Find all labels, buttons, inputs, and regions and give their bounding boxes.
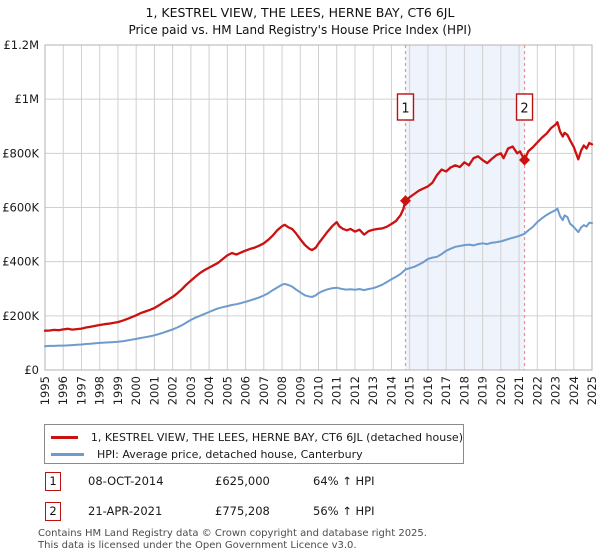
x-axis-tick-label: 1996 <box>56 376 70 405</box>
x-axis-tick-label: 2015 <box>403 376 417 405</box>
legend-row-hpi: HPI: Average price, detached house, Cant… <box>51 446 463 463</box>
footer-line-2: This data is licensed under the Open Gov… <box>38 539 357 551</box>
x-axis-tick-label: 2007 <box>257 376 271 405</box>
x-axis-tick-label: 2023 <box>549 376 563 405</box>
x-axis-tick-label: 2009 <box>293 376 307 405</box>
transaction-1-price: £625,000 <box>215 474 270 488</box>
x-axis-tick-label: 2016 <box>421 376 435 405</box>
x-axis-tick-label: 2004 <box>202 376 216 405</box>
x-axis-tick-label: 2018 <box>457 376 471 405</box>
copyright-footer: Contains HM Land Registry data © Crown c… <box>38 528 427 551</box>
y-axis-tick-label: £200K <box>2 309 39 323</box>
sale-badge-label: 1 <box>401 102 409 117</box>
x-axis-tick-label: 2022 <box>530 376 544 405</box>
sale-badge-label: 2 <box>520 102 528 117</box>
x-axis-tick-label: 2020 <box>494 376 508 405</box>
transaction-1-date: 08-OCT-2014 <box>88 474 164 488</box>
transaction-1-hpi-change: 64% ↑ HPI <box>313 474 375 488</box>
transaction-row-2: 2 21-APR-2021 £775,208 56% ↑ HPI <box>45 502 585 524</box>
legend-row-property: 1, KESTREL VIEW, THE LEES, HERNE BAY, CT… <box>51 429 463 446</box>
x-axis-tick-label: 2000 <box>129 376 143 405</box>
plot-frame <box>44 44 593 371</box>
x-axis-tick-label: 1997 <box>74 376 88 405</box>
page-title: 1, KESTREL VIEW, THE LEES, HERNE BAY, CT… <box>145 5 455 20</box>
transaction-2-date: 21-APR-2021 <box>88 504 163 518</box>
property-line-swatch <box>51 436 78 439</box>
legend: 1, KESTREL VIEW, THE LEES, HERNE BAY, CT… <box>44 424 464 464</box>
x-axis-tick-label: 2001 <box>147 376 161 405</box>
price-chart: 1 2 £0 £200K £400K £600K £800K £1M £1.2M 1995 1996… <box>2 40 599 405</box>
sale-marker-diamond <box>519 154 531 166</box>
transaction-2-badge: 2 <box>45 502 61 521</box>
x-axis-tick-label: 2014 <box>384 376 398 405</box>
y-axis-tick-label: £600K <box>2 201 39 215</box>
legend-label-hpi: HPI: Average price, detached house, Cant… <box>97 448 363 461</box>
hpi-line-swatch <box>51 453 84 456</box>
x-axis-tick-label: 2024 <box>567 376 581 405</box>
page-subtitle: Price paid vs. HM Land Registry's House … <box>128 23 472 37</box>
y-axis-tick-label: £0 <box>24 363 39 377</box>
x-axis-tick-label: 2002 <box>166 376 180 405</box>
x-axis-tick-label: 1995 <box>38 376 52 405</box>
transaction-1-badge: 1 <box>45 472 61 491</box>
transaction-2-hpi-change: 56% ↑ HPI <box>313 504 375 518</box>
x-axis-tick-label: 1999 <box>111 376 125 405</box>
transaction-row-1: 1 08-OCT-2014 £625,000 64% ↑ HPI <box>45 472 585 494</box>
y-axis-tick-label: £400K <box>2 255 39 269</box>
y-axis-tick-label: £800K <box>2 146 39 160</box>
sale-badge-box <box>396 93 415 121</box>
x-axis-tick-label: 2003 <box>184 376 198 405</box>
x-axis-tick-label: 1998 <box>93 376 107 405</box>
transaction-2-price: £775,208 <box>215 504 270 518</box>
x-axis-tick-label: 2006 <box>239 376 253 405</box>
x-axis-tick-label: 2019 <box>476 376 490 405</box>
y-axis-tick-label: £1M <box>14 92 39 106</box>
x-axis-tick-label: 2008 <box>275 376 289 405</box>
legend-label-property: 1, KESTREL VIEW, THE LEES, HERNE BAY, CT… <box>90 431 463 444</box>
x-axis-tick-label: 2012 <box>348 376 362 405</box>
x-axis-tick-label: 2021 <box>512 376 526 405</box>
y-axis-tick-label: £1.2M <box>3 40 39 52</box>
footer-line-1: Contains HM Land Registry data © Crown c… <box>38 528 427 539</box>
x-axis-tick-label: 2005 <box>220 376 234 405</box>
x-axis-tick-label: 2013 <box>366 376 380 405</box>
sale-badge-box <box>515 93 534 121</box>
hpi-line <box>44 207 593 348</box>
x-axis-tick-label: 2011 <box>330 376 344 405</box>
x-axis-tick-label: 2025 <box>585 376 599 405</box>
x-axis-tick-label: 2010 <box>312 376 326 405</box>
property-price-line <box>43 121 594 332</box>
sale-marker-diamond <box>399 195 411 207</box>
x-axis-tick-label: 2017 <box>439 376 453 405</box>
